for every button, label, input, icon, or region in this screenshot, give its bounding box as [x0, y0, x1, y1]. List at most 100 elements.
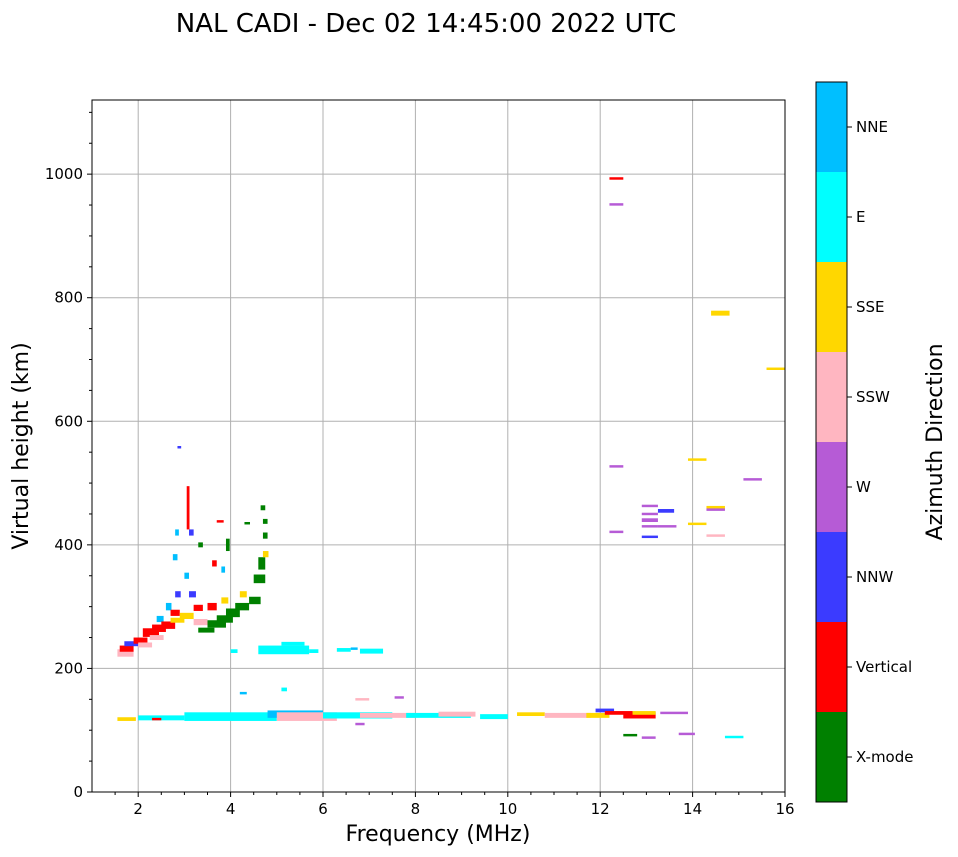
- x-tick-label: 14: [683, 800, 702, 818]
- colorbar-segment: [816, 82, 847, 172]
- echo-point: [258, 557, 266, 570]
- echo-point: [221, 566, 226, 573]
- echo-point: [586, 712, 610, 718]
- y-axis: 0 200 400 600 800 1000: [45, 111, 92, 801]
- echo-point: [281, 687, 287, 692]
- colorbar-category-label: NNW: [856, 568, 893, 586]
- x-tick-label: 12: [591, 800, 610, 818]
- y-tick-label: 600: [54, 412, 83, 430]
- colorbar-segment: [816, 172, 847, 262]
- echo-point: [124, 641, 139, 647]
- echo-point: [165, 602, 172, 611]
- colorbar-segment: [816, 352, 847, 442]
- echo-point: [766, 367, 785, 371]
- echo-point: [262, 518, 268, 524]
- echo-point: [244, 521, 251, 525]
- colorbar-label: Azimuth Direction: [923, 343, 948, 540]
- echo-point: [225, 608, 240, 618]
- echo-point: [281, 641, 305, 646]
- echo-point: [623, 712, 656, 719]
- echo-point: [641, 518, 658, 522]
- colorbar-segment: [816, 532, 847, 622]
- echo-point: [198, 542, 203, 548]
- echo-point: [743, 478, 762, 481]
- echo-point: [161, 621, 176, 629]
- colorbar: X-mode Vertical NNW W SSW SSE E NNE: [815, 81, 913, 803]
- echo-point: [687, 522, 707, 526]
- echo-point: [678, 732, 695, 736]
- x-axis: 2 4 6 8 10 12 14 16: [114, 792, 795, 818]
- x-tick-label: 16: [775, 800, 794, 818]
- echo-point: [711, 310, 730, 316]
- y-tick-label: 1000: [45, 165, 83, 183]
- colorbar-category-label: Vertical: [856, 658, 912, 676]
- echo-point: [175, 591, 181, 598]
- echo-point: [355, 698, 370, 701]
- echo-point: [207, 620, 226, 628]
- echo-point: [623, 733, 638, 737]
- x-tick-label: 8: [411, 800, 421, 818]
- colorbar-category-label: SSE: [856, 298, 885, 316]
- echo-point: [517, 712, 545, 717]
- echo-point: [706, 508, 725, 511]
- echo-point: [216, 520, 224, 523]
- echo-point: [117, 649, 134, 657]
- echo-point: [657, 509, 675, 513]
- x-tick-label: 2: [133, 800, 143, 818]
- echo-point: [632, 711, 656, 715]
- echo-point: [152, 717, 162, 721]
- echo-point: [186, 486, 190, 530]
- echo-point: [350, 647, 358, 650]
- echo-point: [133, 637, 148, 644]
- echo-layer: [117, 177, 785, 739]
- echo-point: [260, 505, 266, 511]
- echo-point: [239, 591, 247, 598]
- y-tick-label: 0: [73, 783, 83, 801]
- echo-point: [193, 619, 208, 626]
- echo-point: [152, 624, 166, 632]
- echo-point: [262, 551, 269, 558]
- colorbar-segment: [816, 712, 847, 802]
- echo-point: [641, 535, 658, 539]
- echo-point: [142, 628, 159, 637]
- echo-point: [641, 512, 658, 516]
- echo-point: [480, 714, 508, 720]
- echo-point: [117, 717, 136, 721]
- x-tick-label: 4: [226, 800, 236, 818]
- echo-point: [170, 609, 180, 616]
- echo-point: [184, 712, 277, 721]
- echo-point: [544, 712, 591, 718]
- echo-point: [230, 649, 238, 653]
- echo-point: [359, 712, 416, 718]
- colorbar-category-label: E: [856, 208, 865, 226]
- echo-point: [184, 572, 190, 579]
- echo-point: [225, 538, 230, 552]
- echo-point: [221, 597, 229, 604]
- echo-point: [438, 711, 476, 717]
- chart-title: NAL CADI - Dec 02 14:45:00 2022 UTC: [176, 9, 676, 39]
- echo-point: [609, 465, 624, 468]
- echo-point: [177, 446, 182, 449]
- colorbar-category-label: W: [856, 478, 871, 496]
- echo-point: [212, 560, 217, 567]
- echo-point: [724, 735, 744, 739]
- echo-point: [189, 591, 196, 598]
- echo-point: [172, 554, 178, 561]
- echo-point: [156, 615, 164, 623]
- grid-lines: [92, 100, 786, 793]
- echo-point: [119, 645, 134, 652]
- y-tick-label: 800: [54, 289, 83, 307]
- echo-point: [394, 696, 404, 699]
- echo-point: [336, 648, 351, 652]
- echo-point: [253, 574, 266, 584]
- echo-point: [170, 617, 185, 623]
- echo-point: [138, 642, 153, 648]
- echo-point: [276, 712, 337, 721]
- echo-point: [207, 602, 217, 611]
- echo-point: [657, 525, 677, 528]
- echo-point: [198, 627, 215, 633]
- echo-point: [216, 615, 233, 623]
- y-axis-label: Virtual height (km): [9, 342, 34, 549]
- echo-point: [641, 525, 658, 528]
- echo-point: [660, 711, 688, 715]
